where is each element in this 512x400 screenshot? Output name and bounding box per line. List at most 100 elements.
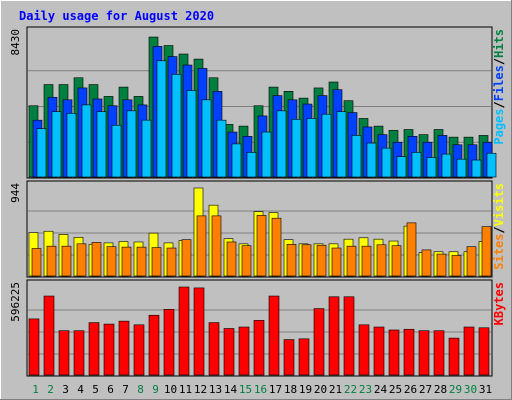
day-label-11: 11 xyxy=(179,383,192,396)
bar-sites-day-22 xyxy=(346,245,357,277)
bar-sites-day-5 xyxy=(91,242,102,277)
bar-kbytes-day-28 xyxy=(433,330,445,376)
bar-sites-day-10 xyxy=(166,247,177,277)
bar-kbytes-day-19 xyxy=(298,338,310,376)
bar-sites-day-2 xyxy=(46,245,57,277)
day-label-25: 25 xyxy=(389,383,402,396)
bar-sites-day-9 xyxy=(151,247,162,277)
bar-sites-day-28 xyxy=(436,253,447,277)
bar-pages-day-2 xyxy=(51,111,62,178)
bar-pages-day-26 xyxy=(411,152,422,178)
day-label-21: 21 xyxy=(329,383,342,396)
bar-kbytes-day-26 xyxy=(403,328,415,376)
panel-max-label: 944 xyxy=(9,183,22,203)
day-label-26: 26 xyxy=(404,383,417,396)
bar-kbytes-day-12 xyxy=(193,287,205,376)
day-label-20: 20 xyxy=(314,383,327,396)
bar-pages-day-31 xyxy=(486,152,497,178)
day-label-28: 28 xyxy=(434,383,447,396)
legend-entry: Sites xyxy=(492,234,506,270)
bar-sites-day-29 xyxy=(451,255,462,277)
bar-pages-day-23 xyxy=(366,142,377,178)
day-label-27: 27 xyxy=(419,383,432,396)
bar-sites-day-19 xyxy=(301,244,312,277)
bar-sites-day-23 xyxy=(361,245,372,277)
bar-kbytes-day-27 xyxy=(418,330,430,376)
bar-kbytes-day-21 xyxy=(328,296,340,376)
day-label-19: 19 xyxy=(299,383,312,396)
bar-sites-day-14 xyxy=(226,241,237,277)
chart-title: Daily usage for August 2020 xyxy=(19,9,214,23)
bar-kbytes-day-25 xyxy=(388,329,400,376)
day-label-29: 29 xyxy=(449,383,462,396)
day-label-4: 4 xyxy=(77,383,84,396)
bar-kbytes-day-4 xyxy=(73,330,85,376)
day-label-14: 14 xyxy=(224,383,238,396)
bar-sites-day-7 xyxy=(121,246,132,277)
bar-sites-day-30 xyxy=(466,246,477,277)
panel-legend: KBytes xyxy=(492,282,506,325)
bar-sites-day-25 xyxy=(391,245,402,277)
bar-sites-day-12 xyxy=(196,215,207,277)
bar-kbytes-day-1 xyxy=(28,318,40,376)
bar-pages-day-15 xyxy=(246,152,257,178)
day-label-9: 9 xyxy=(152,383,159,396)
day-label-13: 13 xyxy=(209,383,222,396)
bar-pages-day-17 xyxy=(276,110,287,178)
bar-kbytes-day-22 xyxy=(343,296,355,376)
bar-pages-day-29 xyxy=(456,158,467,178)
day-label-2: 2 xyxy=(47,383,54,396)
bar-sites-day-27 xyxy=(421,249,432,277)
bar-pages-day-24 xyxy=(381,147,392,178)
bar-pages-day-6 xyxy=(111,124,122,178)
bar-pages-day-14 xyxy=(231,143,242,178)
bar-pages-day-4 xyxy=(81,104,92,178)
bar-pages-day-8 xyxy=(141,119,152,178)
bar-kbytes-day-13 xyxy=(208,322,220,376)
bar-kbytes-day-2 xyxy=(43,295,55,376)
legend-entry: Hits xyxy=(492,29,506,58)
bar-sites-day-16 xyxy=(256,215,267,277)
bar-kbytes-day-3 xyxy=(58,330,70,376)
bar-kbytes-day-5 xyxy=(88,322,100,376)
bar-sites-day-18 xyxy=(286,244,297,277)
bar-kbytes-day-23 xyxy=(358,324,370,376)
chart-panels: 8430Pages/Files/Hits944Sites/Visits59622… xyxy=(9,26,506,377)
day-label-16: 16 xyxy=(254,383,267,396)
bar-sites-day-24 xyxy=(376,244,387,277)
legend-entry: Visits xyxy=(492,183,506,226)
bar-kbytes-day-6 xyxy=(103,323,115,376)
bar-pages-day-28 xyxy=(441,153,452,178)
panel-legend: Sites/Visits xyxy=(492,183,506,270)
bar-kbytes-day-31 xyxy=(478,327,490,376)
bar-pages-day-11 xyxy=(186,90,197,178)
day-label-23: 23 xyxy=(359,383,372,396)
bar-pages-day-13 xyxy=(216,119,227,178)
bar-sites-day-21 xyxy=(331,247,342,277)
bar-pages-day-19 xyxy=(306,118,317,178)
bar-pages-day-21 xyxy=(336,111,347,178)
day-label-10: 10 xyxy=(164,383,177,396)
legend-entry: / xyxy=(492,101,506,108)
legend-entry: / xyxy=(492,226,506,233)
day-label-31: 31 xyxy=(479,383,492,396)
bar-sites-day-31 xyxy=(481,226,492,277)
bar-pages-day-25 xyxy=(396,156,407,178)
day-label-17: 17 xyxy=(269,383,282,396)
bar-kbytes-day-18 xyxy=(283,339,295,376)
bar-kbytes-day-20 xyxy=(313,308,325,376)
day-labels: 1 2 3 4 5 6 7 8 9 10 11 12 13 14 15 16 17 18 19 20 21 22 23 24 2… xyxy=(32,383,492,396)
day-label-18: 18 xyxy=(284,383,297,396)
bar-pages-day-1 xyxy=(36,128,47,178)
day-label-22: 22 xyxy=(344,383,357,396)
bar-sites-day-26 xyxy=(406,222,417,277)
bar-sites-day-13 xyxy=(211,215,222,277)
bar-sites-day-17 xyxy=(271,217,282,277)
panel-sites-visits: 944 Sites/Visits xyxy=(9,180,506,278)
bar-sites-day-1 xyxy=(31,248,42,277)
bar-pages-day-16 xyxy=(261,131,272,178)
bar-pages-day-3 xyxy=(66,113,77,178)
bar-kbytes-day-15 xyxy=(238,326,250,376)
